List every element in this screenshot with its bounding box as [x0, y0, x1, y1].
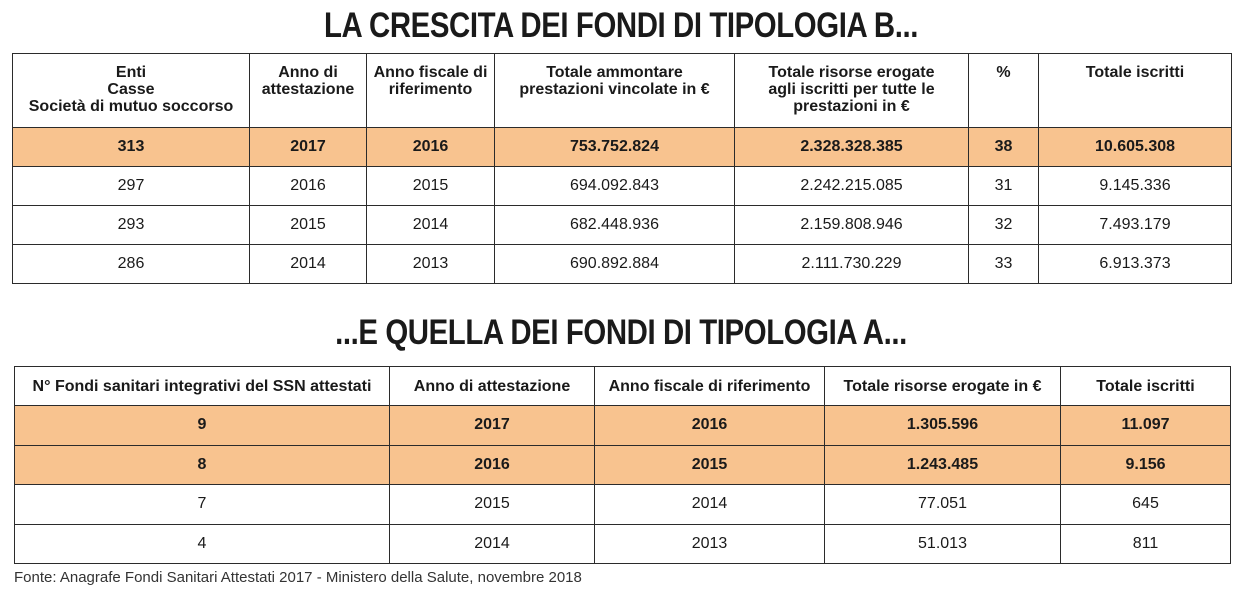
cell: 2.111.730.229 — [734, 244, 969, 284]
cell: 293 — [12, 205, 250, 245]
header-line: agli iscritti per tutte le — [768, 81, 935, 98]
cell: 33 — [968, 244, 1039, 284]
header-line: Società di mutuo soccorso — [28, 98, 234, 115]
header-line: prestazioni in € — [793, 98, 910, 115]
header-line: Totale risorse erogate — [768, 64, 935, 81]
cell: 2.328.328.385 — [734, 127, 969, 167]
cell: 2015 — [389, 484, 595, 525]
cell: 694.092.843 — [494, 166, 735, 206]
cell: 9.145.336 — [1038, 166, 1232, 206]
cell: 2015 — [594, 444, 825, 485]
cell: 811 — [1060, 523, 1231, 564]
cell: 2014 — [389, 523, 595, 564]
cell: 4 — [14, 523, 390, 564]
cell: 2016 — [249, 166, 367, 206]
header-anno-attestazione: Anno di attestazione — [389, 366, 595, 406]
header-anno-attestazione: Anno di attestazione — [249, 53, 367, 128]
title-tipologia-b: LA CRESCITA DEI FONDI DI TIPOLOGIA B... — [324, 6, 918, 45]
header-line: riferimento — [388, 81, 473, 98]
cell: 2013 — [366, 244, 495, 284]
header-line: Enti — [115, 64, 147, 81]
header-line: Totale ammontare — [546, 64, 683, 81]
header-line: Casse — [107, 81, 155, 98]
cell: 1.243.485 — [824, 444, 1061, 485]
cell: 1.305.596 — [824, 405, 1061, 446]
table-b-header-row: Enti Casse Società di mutuo soccorso Ann… — [12, 53, 1232, 128]
cell: 32 — [968, 205, 1039, 245]
header-anno-fiscale: Anno fiscale di riferimento — [366, 53, 495, 128]
cell: 38 — [968, 127, 1039, 167]
table-row: 9 2017 2016 1.305.596 11.097 — [14, 405, 1231, 446]
table-row: 4 2014 2013 51.013 811 — [14, 523, 1231, 564]
cell: 7.493.179 — [1038, 205, 1232, 245]
cell: 2013 — [594, 523, 825, 564]
header-line: % — [996, 64, 1011, 81]
table-row: 293 2015 2014 682.448.936 2.159.808.946 … — [12, 205, 1232, 245]
cell: 2017 — [249, 127, 367, 167]
title-tipologia-a: ...E QUELLA DEI FONDI DI TIPOLOGIA A... — [335, 313, 907, 352]
header-line: Totale iscritti — [1085, 64, 1185, 81]
header-totale-risorse: Totale risorse erogate agli iscritti per… — [734, 53, 969, 128]
table-tipologia-b: Enti Casse Società di mutuo soccorso Ann… — [12, 53, 1232, 284]
header-anno-fiscale: Anno fiscale di riferimento — [594, 366, 825, 406]
cell: 2014 — [594, 484, 825, 525]
cell: 2016 — [389, 444, 595, 485]
cell: 682.448.936 — [494, 205, 735, 245]
header-line: Anno fiscale di — [373, 64, 488, 81]
header-totale-risorse: Totale risorse erogate in € — [824, 366, 1061, 406]
cell: 297 — [12, 166, 250, 206]
source-note: Fonte: Anagrafe Fondi Sanitari Attestati… — [14, 569, 582, 586]
cell: 2015 — [249, 205, 367, 245]
cell: 11.097 — [1060, 405, 1231, 446]
cell: 753.752.824 — [494, 127, 735, 167]
cell: 313 — [12, 127, 250, 167]
table-tipologia-a: N° Fondi sanitari integrativi del SSN at… — [14, 366, 1231, 564]
table-row: 297 2016 2015 694.092.843 2.242.215.085 … — [12, 166, 1232, 206]
cell: 2017 — [389, 405, 595, 446]
header-enti: Enti Casse Società di mutuo soccorso — [12, 53, 250, 128]
table-row: 7 2015 2014 77.051 645 — [14, 484, 1231, 525]
header-line: prestazioni vincolate in € — [519, 81, 710, 98]
header-numero-fondi: N° Fondi sanitari integrativi del SSN at… — [14, 366, 390, 406]
cell: 31 — [968, 166, 1039, 206]
cell: 645 — [1060, 484, 1231, 525]
table-row: 286 2014 2013 690.892.884 2.111.730.229 … — [12, 244, 1232, 284]
cell: 2016 — [366, 127, 495, 167]
table-row: 8 2016 2015 1.243.485 9.156 — [14, 444, 1231, 485]
cell: 2016 — [594, 405, 825, 446]
header-percentuale: % — [968, 53, 1039, 128]
cell: 6.913.373 — [1038, 244, 1232, 284]
table-row: 313 2017 2016 753.752.824 2.328.328.385 … — [12, 127, 1232, 167]
cell: 2.242.215.085 — [734, 166, 969, 206]
cell: 7 — [14, 484, 390, 525]
header-line: attestazione — [261, 81, 355, 98]
table-a-header-row: N° Fondi sanitari integrativi del SSN at… — [14, 366, 1231, 406]
cell: 8 — [14, 444, 390, 485]
cell: 2014 — [366, 205, 495, 245]
cell: 10.605.308 — [1038, 127, 1232, 167]
cell: 77.051 — [824, 484, 1061, 525]
cell: 9 — [14, 405, 390, 446]
header-totale-iscritti: Totale iscritti — [1060, 366, 1231, 406]
header-totale-iscritti: Totale iscritti — [1038, 53, 1232, 128]
header-totale-ammontare: Totale ammontare prestazioni vincolate i… — [494, 53, 735, 128]
cell: 690.892.884 — [494, 244, 735, 284]
cell: 9.156 — [1060, 444, 1231, 485]
cell: 51.013 — [824, 523, 1061, 564]
cell: 2.159.808.946 — [734, 205, 969, 245]
header-line: Anno di — [278, 64, 338, 81]
cell: 2015 — [366, 166, 495, 206]
cell: 2014 — [249, 244, 367, 284]
cell: 286 — [12, 244, 250, 284]
